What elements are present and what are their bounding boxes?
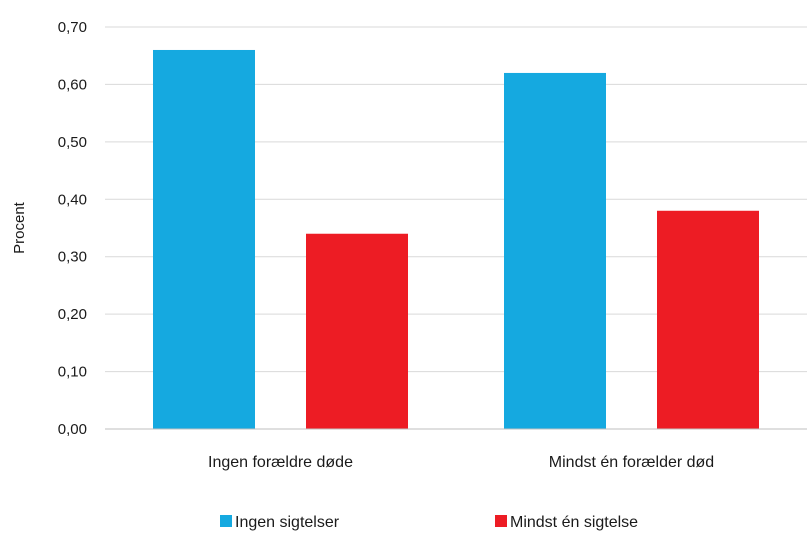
legend-label: Mindst én sigtelse (510, 514, 638, 531)
x-category-label: Mindst én forælder død (549, 454, 714, 471)
y-tick-label: 0,50 (58, 134, 87, 151)
legend-item: Ingen sigtelser (220, 514, 340, 531)
legend-swatch (495, 515, 507, 527)
y-tick-label: 0,10 (58, 364, 87, 381)
y-axis-title: Procent (11, 201, 28, 254)
bars (153, 49, 759, 429)
legend: Ingen sigtelser Mindst én sigtelse (220, 514, 638, 531)
y-tick-label: 0,60 (58, 76, 87, 93)
bar (306, 233, 408, 429)
y-tick-label: 0,20 (58, 306, 87, 323)
bar (657, 210, 759, 429)
y-tick-label: 0,40 (58, 191, 87, 208)
legend-swatch (220, 515, 232, 527)
y-tick-labels: 0,00 0,10 0,20 0,30 0,40 0,50 0,60 0,70 (58, 19, 87, 438)
category-labels: Ingen forældre døde Mindst én forælder dø… (208, 454, 714, 471)
y-tick-label: 0,30 (58, 249, 87, 266)
y-tick-label: 0,00 (58, 421, 87, 438)
x-category-label: Ingen forældre døde (208, 454, 353, 471)
legend-label: Ingen sigtelser (235, 514, 340, 531)
legend-item: Mindst én sigtelse (495, 514, 638, 531)
y-tick-label: 0,70 (58, 19, 87, 36)
bar (504, 72, 606, 429)
bar (153, 49, 255, 429)
